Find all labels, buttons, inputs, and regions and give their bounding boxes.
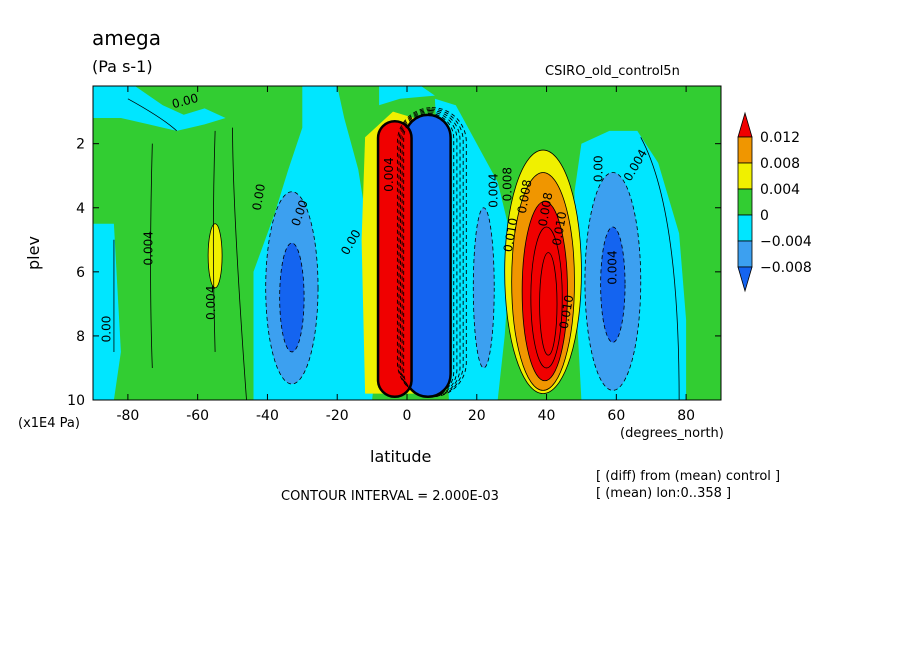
y-axis-label: plev: [24, 236, 43, 270]
equator-contour-3: [400, 110, 461, 398]
y-tick-label: 6: [76, 265, 85, 281]
contour-label: 0.010: [501, 217, 521, 253]
fill-darkblue-south: [279, 243, 305, 352]
fill-mid-red-contour: [521, 200, 568, 382]
colorbar-label: 0.012: [760, 130, 800, 146]
chart-title: amega: [92, 26, 161, 50]
fill-blue-south-contour: [265, 191, 319, 385]
x-tick-label: 80: [677, 408, 695, 424]
fill-mid-red-3-contour: [539, 252, 558, 356]
contour-line-0: [127, 98, 178, 132]
fill-cyan-top: [93, 86, 226, 131]
x-tick-label: -40: [256, 408, 279, 424]
colorbar-segment: [737, 214, 753, 242]
y-tick-label: 2: [76, 137, 85, 153]
contour-line-4: [232, 127, 247, 400]
colorbar-bottom-arrow: [737, 266, 753, 293]
colorbar-label: −0.008: [760, 260, 812, 276]
colorbar-label: 0.008: [760, 156, 800, 172]
mean-note: [ (mean) lon:0..358 ]: [596, 486, 732, 501]
diff-note: [ (diff) from (mean) control ]: [596, 469, 781, 484]
contour-label: 0.00: [99, 316, 113, 343]
colorbar-label: 0: [760, 208, 769, 224]
fill-blue-trough-contour: [472, 207, 495, 369]
colorbar-segment: [737, 188, 753, 216]
x-tick-label: -80: [116, 408, 139, 424]
contour-label: 0.008: [501, 167, 515, 201]
contour-fills: [93, 86, 721, 400]
fill-mid-red-3: [539, 252, 558, 356]
contour-label: 0.00: [250, 183, 268, 212]
fill-mid-red-2-contour: [530, 226, 563, 369]
fill-darkblue-south-contour: [279, 242, 305, 353]
fill-darkblue-north: [600, 226, 626, 343]
colorbar-label: 0.004: [760, 182, 800, 198]
contour-label: 0.010: [557, 294, 577, 330]
x-tick-label: 20: [468, 408, 486, 424]
chart-units: (Pa s-1): [92, 57, 153, 76]
contour-lines: [113, 98, 680, 400]
colorbar-segment: [737, 136, 753, 164]
fill-darkblue-north-contour: [600, 226, 626, 343]
y-axis-units: (x1E4 Pa): [18, 416, 80, 431]
fill-blue-north-contour: [584, 172, 642, 391]
x-tick-label: 0: [403, 408, 412, 424]
contour-line-5: [640, 137, 680, 400]
fill-yellow-south: [208, 223, 223, 288]
y-tick-label: 4: [76, 201, 85, 217]
fill-yellow-south-contour: [207, 223, 223, 289]
contour-label: 0.004: [605, 250, 619, 284]
dataset-label: CSIRO_old_control5n: [545, 64, 680, 79]
contour-label: 0.004: [141, 231, 155, 265]
contour-interval-note: CONTOUR INTERVAL = 2.000E-03: [281, 489, 499, 504]
fill-cyan-cap: [379, 86, 435, 106]
contour-line-1: [212, 130, 216, 352]
x-axis: -80 -60 -40 -20 0 20 40 60 80: [116, 86, 695, 424]
contour-line-2: [150, 143, 153, 368]
y-axis: 2 4 6 8 10: [67, 137, 721, 409]
x-axis-label: latitude: [370, 447, 432, 466]
contour-label: 0.010: [550, 210, 570, 246]
contour-label: 0.008: [515, 178, 535, 214]
contour-label: 0.004: [382, 157, 396, 191]
colorbar-segment: [737, 162, 753, 190]
y-tick-label: 8: [76, 329, 85, 345]
fill-mid-orange-contour: [511, 172, 575, 391]
x-tick-label: 40: [538, 408, 556, 424]
y-tick-label: 10: [67, 393, 85, 409]
colorbar-top-arrow: [737, 111, 753, 138]
colorbar-label: −0.004: [760, 234, 812, 250]
contour-label: 0.008: [536, 191, 556, 227]
fill-mid-yellow-contour: [504, 149, 582, 394]
fill-blue-trough: [473, 207, 495, 368]
contour-label: 0.004: [204, 286, 218, 320]
contour-label: 0.00: [591, 155, 605, 182]
fill-equator-red: [376, 119, 413, 399]
x-tick-label: -20: [326, 408, 349, 424]
equator-contour-5: [396, 107, 467, 398]
x-tick-label: 60: [607, 408, 625, 424]
contour-label: 0.004: [487, 173, 501, 207]
x-axis-units: (degrees_north): [620, 426, 724, 441]
contour-label: 0.00: [170, 91, 199, 111]
colorbar: 0.012 0.008 0.004 0 −0.004 −0.008: [737, 111, 812, 293]
x-tick-label: -60: [186, 408, 209, 424]
colorbar-segment: [737, 240, 753, 268]
